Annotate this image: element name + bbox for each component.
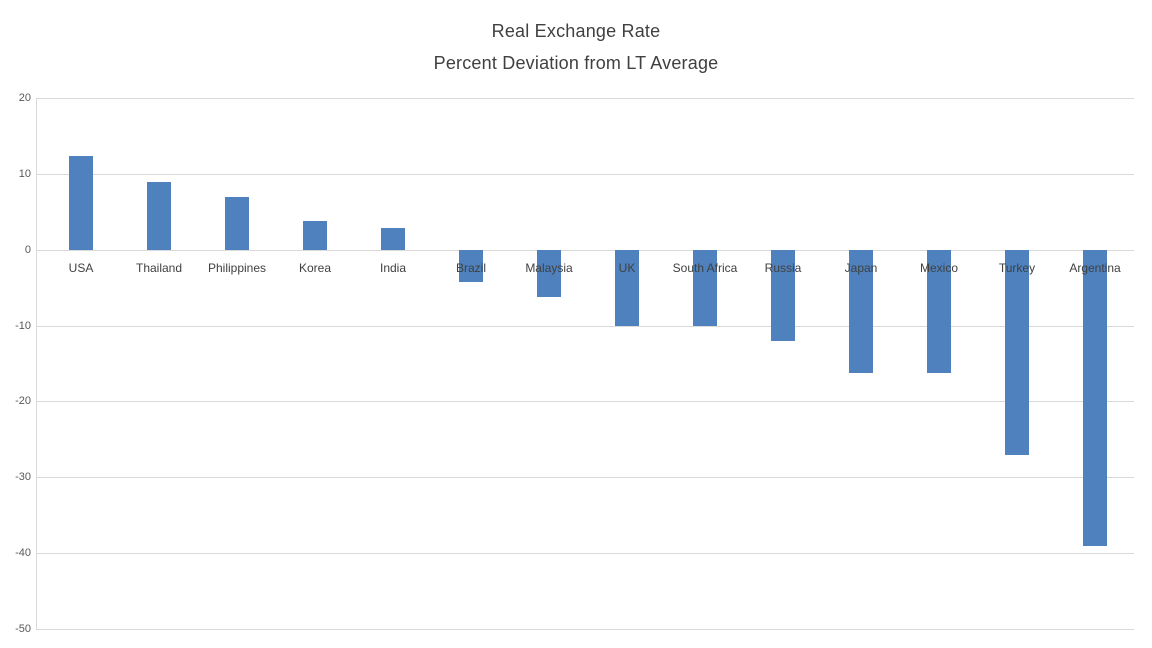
- category-label: Malaysia: [525, 261, 573, 275]
- bar: [771, 249, 795, 342]
- horizontal-gridline: [36, 553, 1134, 555]
- y-axis-tick-label: 20: [18, 92, 31, 104]
- y-axis-line: [36, 98, 37, 629]
- y-axis-tick-label: -40: [15, 547, 31, 560]
- bar: [537, 249, 561, 297]
- bar: [1083, 249, 1107, 546]
- horizontal-gridline: [36, 629, 1134, 630]
- category-label: Brazil: [455, 261, 486, 275]
- bar: [693, 249, 717, 327]
- y-axis-tick-label: 0: [24, 243, 31, 256]
- bar: [1005, 249, 1029, 455]
- category-label: Turkey: [998, 261, 1036, 275]
- horizontal-gridline: [36, 401, 1134, 403]
- y-axis-tick-label: -10: [15, 319, 31, 332]
- y-axis-tick-label: 10: [18, 167, 31, 180]
- category-label: Argentina: [1069, 261, 1121, 275]
- category-label: Philippines: [207, 261, 267, 275]
- chart-subtitle: Percent Deviation from LT Average: [433, 53, 719, 73]
- category-label: India: [379, 261, 407, 275]
- bar: [303, 220, 327, 250]
- bar: [381, 228, 405, 250]
- y-axis-tick-label: -30: [15, 471, 31, 484]
- chart-title-block: Real Exchange Rate Percent Deviation fro…: [0, 15, 1152, 79]
- bar: [69, 156, 93, 250]
- category-label: Korea: [298, 261, 332, 275]
- category-label: Russia: [764, 261, 802, 275]
- horizontal-gridline: [36, 325, 1134, 327]
- category-label: Mexico: [919, 261, 958, 275]
- bar: [147, 182, 171, 250]
- chart-title: Real Exchange Rate: [491, 21, 661, 41]
- category-label: USA: [68, 261, 94, 275]
- y-axis-tick-label: -50: [15, 623, 31, 635]
- category-label: UK: [618, 261, 636, 275]
- horizontal-gridline: [36, 98, 1134, 99]
- bar: [459, 249, 483, 282]
- category-label: South Africa: [672, 261, 738, 275]
- category-label: Thailand: [135, 261, 183, 275]
- y-axis-tick-label: -20: [15, 395, 31, 408]
- horizontal-gridline: [36, 477, 1134, 479]
- horizontal-gridline: [36, 249, 1134, 251]
- bar: [225, 197, 249, 250]
- bar: [927, 249, 951, 373]
- horizontal-gridline: [36, 173, 1134, 175]
- category-label: Japan: [844, 261, 878, 275]
- bar: [615, 249, 639, 327]
- bar: [849, 249, 873, 373]
